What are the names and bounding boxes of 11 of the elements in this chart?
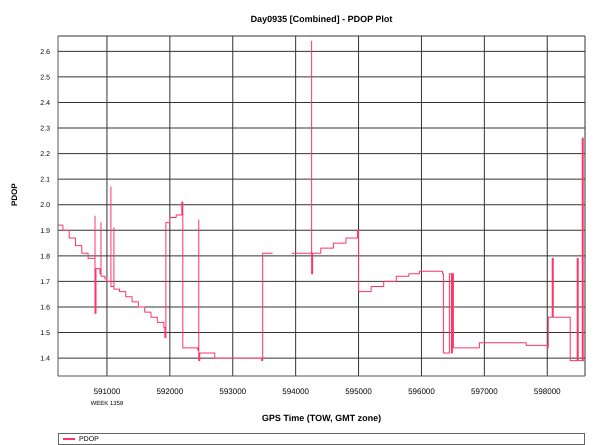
- x-tick-label: 593000: [219, 387, 247, 396]
- y-axis-title: PDOP: [10, 182, 19, 206]
- x-tick-label: 595000: [345, 387, 372, 396]
- x-tick-label: 592000: [156, 387, 184, 396]
- x-tick-label: 594000: [282, 387, 310, 396]
- chart-title: Day0935 [Combined] - PDOP Plot: [250, 14, 394, 24]
- x-tick-label: 591000: [94, 387, 121, 396]
- x-tick-label: 598000: [534, 387, 562, 396]
- x-tick-label: 596000: [408, 387, 436, 396]
- x-tick-label: 597000: [471, 387, 498, 396]
- x-axis-title: GPS Time (TOW, GMT zone): [262, 413, 382, 423]
